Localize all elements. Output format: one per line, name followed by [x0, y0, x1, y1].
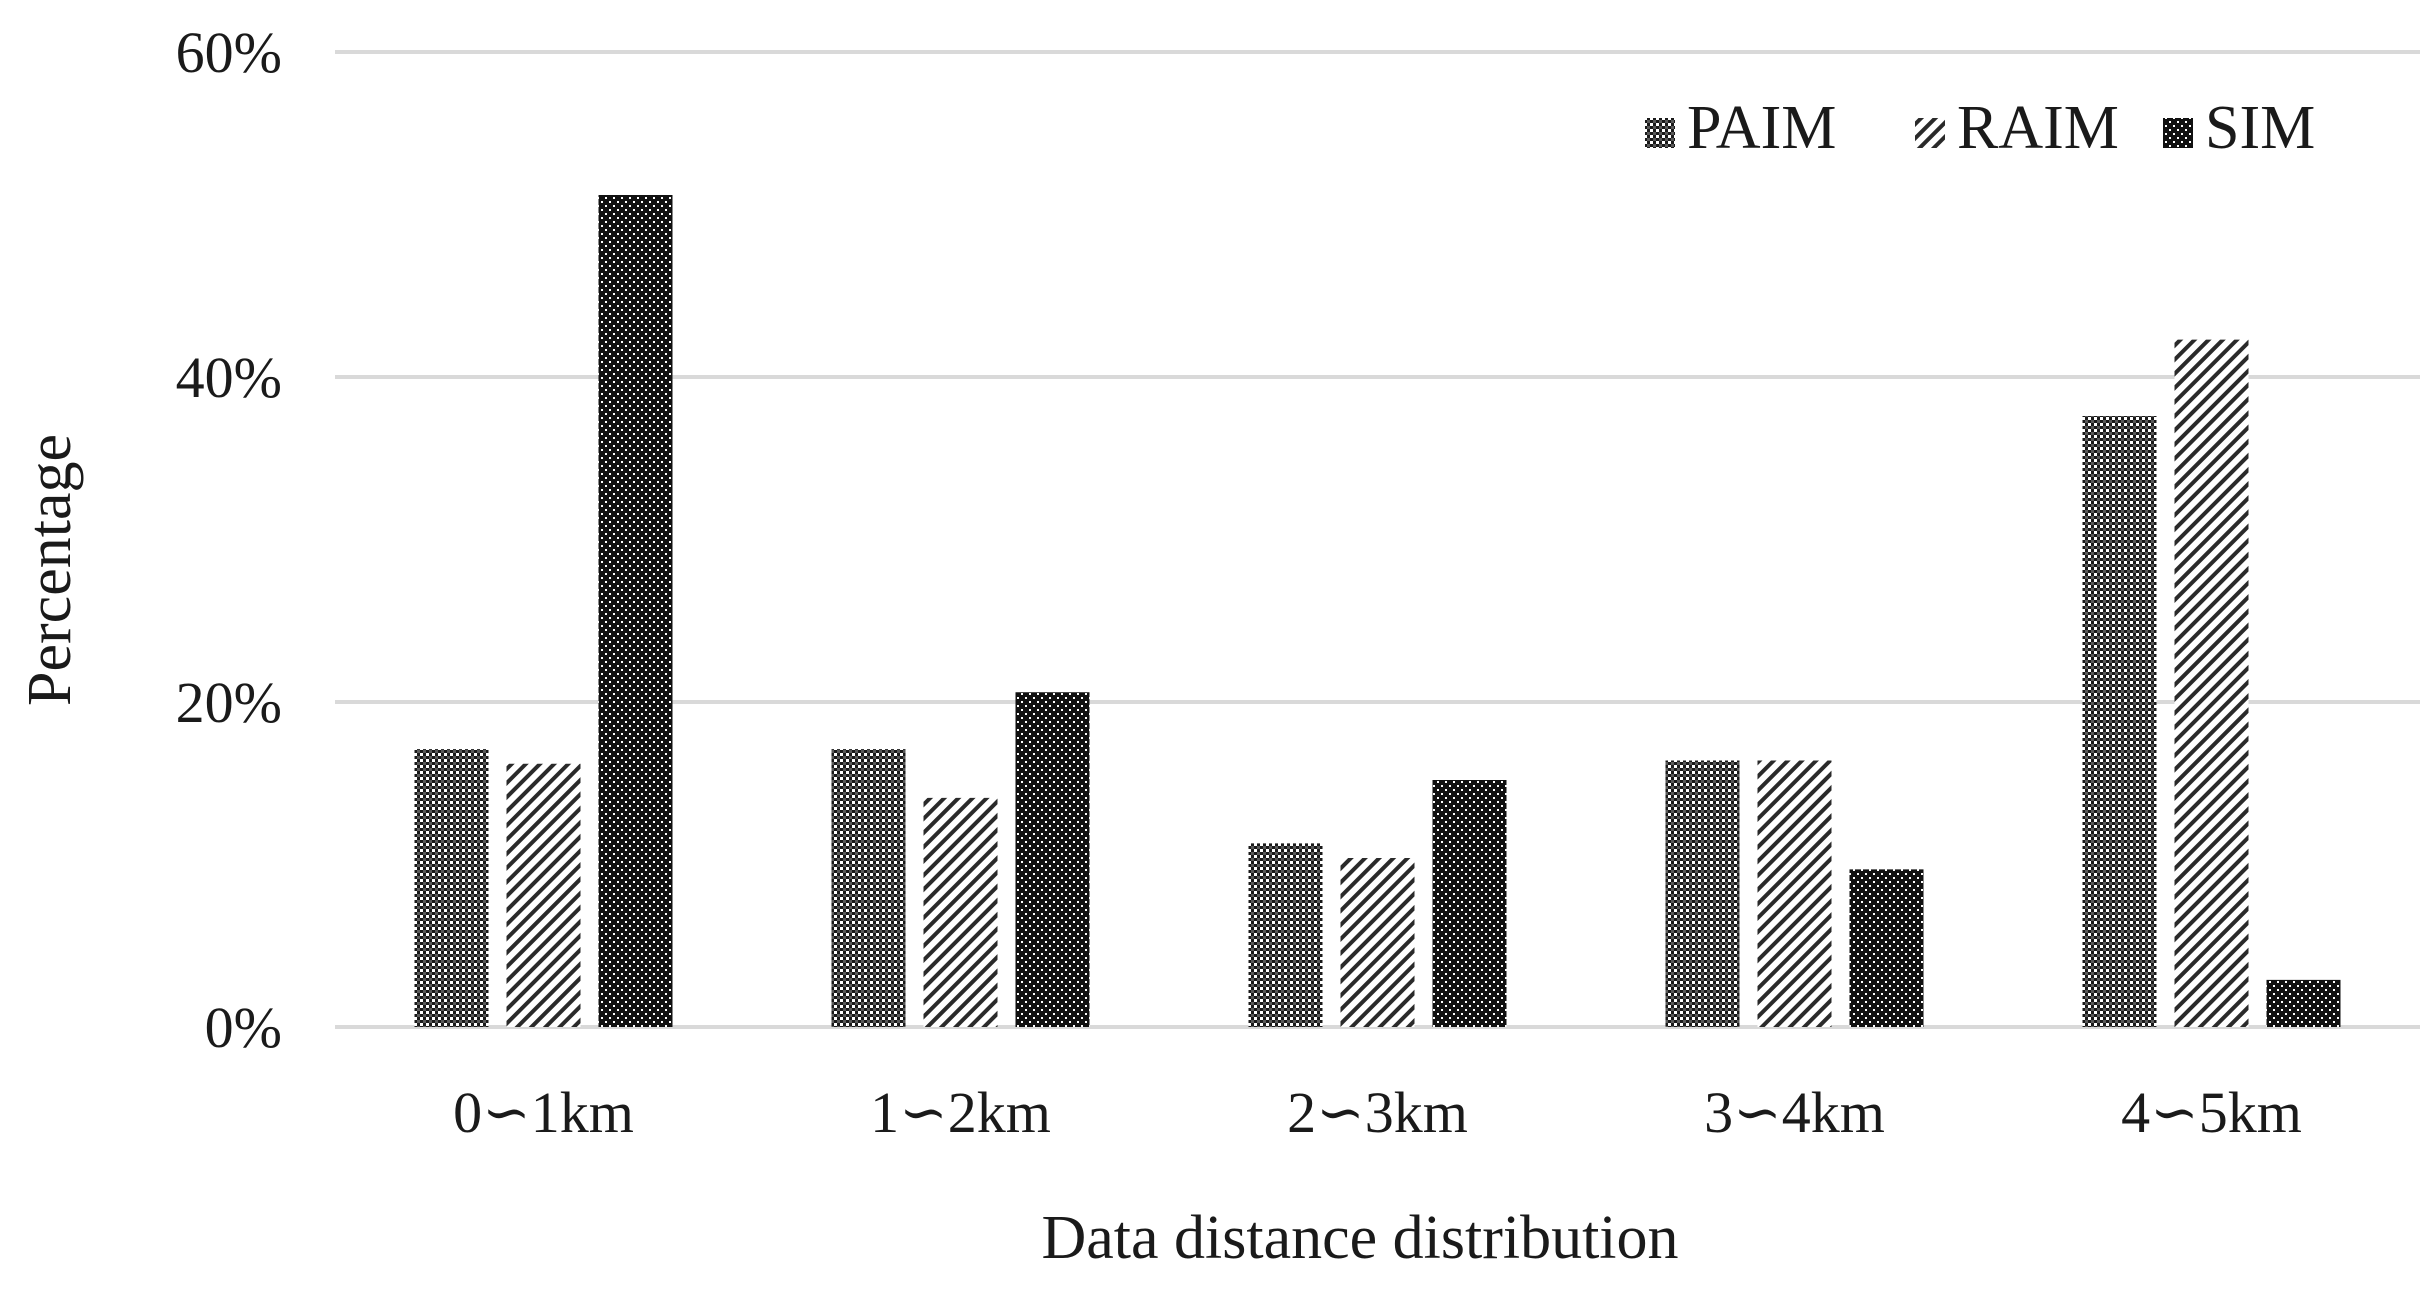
legend-swatch-raim	[1915, 118, 1945, 148]
x-tick-label: 2∽3km	[1287, 1080, 1468, 1145]
bar-paim-5	[2082, 416, 2157, 1027]
y-axis-title: Percentage	[16, 434, 84, 706]
bar-sim-2	[1015, 692, 1090, 1027]
y-tick-label: 20%	[176, 670, 282, 735]
bar-paim-2	[831, 749, 906, 1027]
bar-sim-4	[1849, 869, 1924, 1027]
bar-paim-1	[414, 749, 489, 1027]
x-tick-labels: 0∽1km 1∽2km 2∽3km 3∽4km 4∽5km	[453, 1080, 2302, 1145]
bar-sim-5	[2266, 979, 2341, 1027]
x-axis-title: Data distance distribution	[1041, 1204, 1678, 1272]
bar-raim-4	[1757, 760, 1832, 1027]
bar-raim-1	[506, 763, 581, 1027]
y-tick-label: 60%	[176, 20, 282, 85]
legend-label-paim: PAIM	[1687, 94, 1836, 162]
bar-raim-3	[1340, 858, 1415, 1027]
bar-raim-5	[2174, 339, 2249, 1027]
legend: PAIM RAIM SIM	[1645, 94, 2315, 162]
legend-swatch-sim	[2163, 118, 2193, 148]
bars	[414, 195, 2341, 1027]
x-tick-label: 4∽5km	[2121, 1080, 2302, 1145]
legend-swatch-paim	[1645, 118, 1675, 148]
legend-label-sim: SIM	[2205, 94, 2315, 162]
y-tick-labels: 0% 20% 40% 60%	[176, 20, 282, 1060]
x-tick-label: 1∽2km	[870, 1080, 1051, 1145]
y-tick-label: 40%	[176, 345, 282, 410]
x-tick-label: 0∽1km	[453, 1080, 634, 1145]
bar-raim-2	[923, 797, 998, 1027]
y-tick-label: 0%	[205, 995, 282, 1060]
bar-paim-3	[1248, 843, 1323, 1027]
bar-paim-4	[1665, 760, 1740, 1027]
bar-sim-1	[598, 195, 673, 1027]
legend-label-raim: RAIM	[1957, 94, 2119, 162]
bar-sim-3	[1432, 780, 1507, 1027]
x-tick-label: 3∽4km	[1704, 1080, 1885, 1145]
